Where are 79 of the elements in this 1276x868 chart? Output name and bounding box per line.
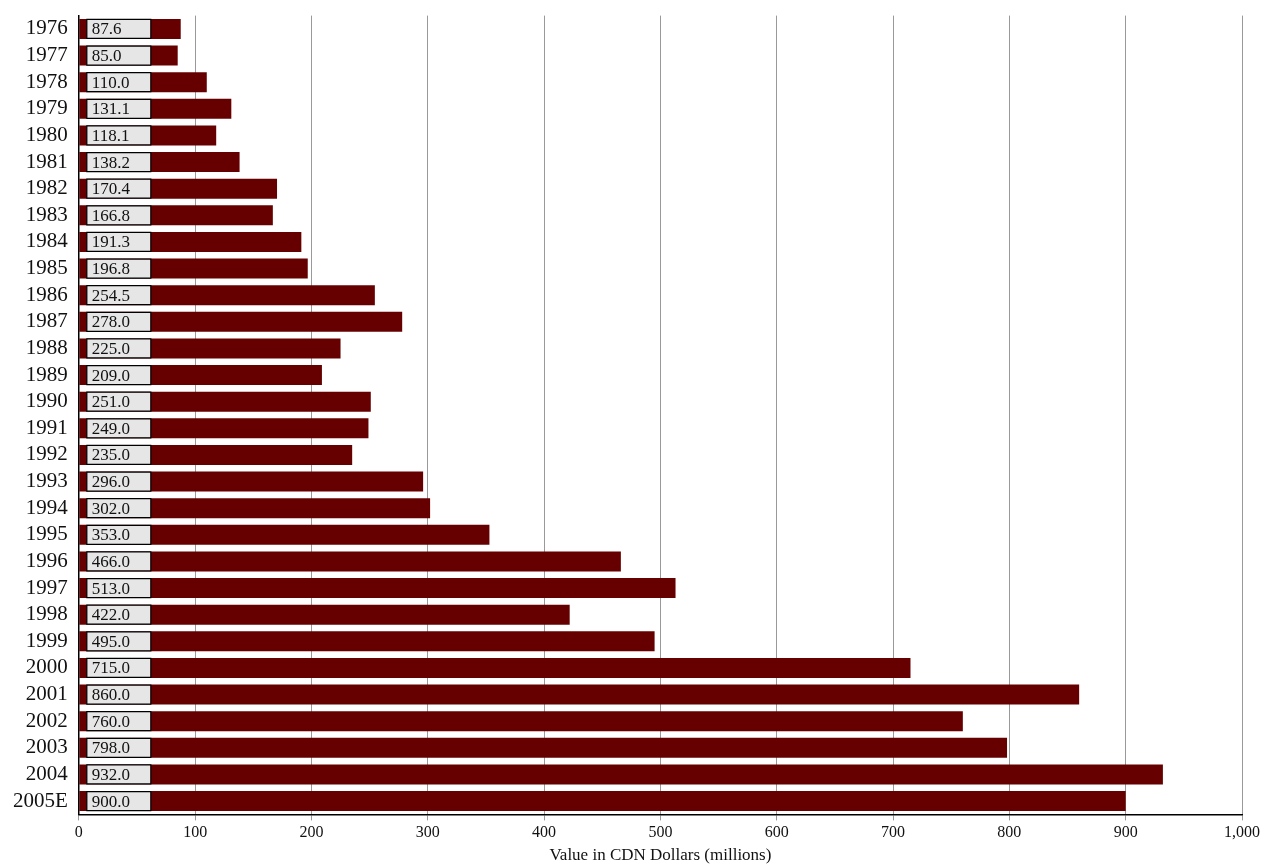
data-label: 932.0 [91, 764, 131, 784]
y-tick-label: 1977 [25, 42, 68, 67]
x-tick-label: 0 [74, 823, 83, 841]
data-label: 166.8 [91, 205, 131, 225]
data-label: 422.0 [91, 605, 131, 625]
data-label: 254.5 [91, 285, 131, 305]
y-tick-label: 1988 [25, 334, 68, 359]
data-label: 715.0 [91, 658, 131, 678]
bar [79, 657, 911, 678]
y-tick-label: 1991 [25, 414, 68, 439]
y-tick-label: 1984 [25, 228, 69, 253]
y-tick-label: 1993 [25, 468, 68, 493]
y-tick-label: 2002 [25, 707, 68, 732]
y-tick-label: 2005E [13, 787, 68, 812]
y-tick-label: 1995 [25, 521, 68, 546]
data-label: 209.0 [91, 365, 131, 385]
bar [79, 791, 1126, 812]
y-tick-label: 2000 [25, 654, 68, 679]
bar [79, 764, 1163, 785]
y-tick-label: 1997 [25, 574, 68, 599]
data-label: 85.0 [91, 46, 122, 66]
bar [79, 737, 1008, 758]
y-tick-label: 1987 [25, 308, 68, 333]
bar [79, 604, 570, 625]
data-label: 860.0 [91, 685, 131, 705]
x-tick-label: 100 [183, 823, 208, 841]
data-label: 225.0 [91, 338, 131, 358]
y-tick-label: 1986 [25, 281, 68, 306]
data-label: 302.0 [91, 498, 131, 518]
y-tick-label: 2003 [25, 734, 68, 759]
x-tick-label: 400 [532, 823, 557, 841]
y-tick-label: 1999 [25, 627, 68, 652]
data-label: 87.6 [91, 19, 122, 39]
data-label: 110.0 [91, 72, 130, 92]
data-label: 278.0 [91, 312, 131, 332]
y-tick-label: 1998 [25, 601, 68, 626]
y-tick-label: 1994 [25, 494, 69, 519]
data-label: 138.2 [91, 152, 131, 172]
y-tick-label: 1982 [25, 175, 68, 200]
data-label: 249.0 [91, 418, 131, 438]
data-label: 760.0 [91, 711, 131, 731]
data-label: 296.0 [91, 472, 131, 492]
y-tick-label: 1980 [25, 121, 68, 146]
data-label: 251.0 [91, 392, 131, 412]
x-tick-label: 700 [881, 823, 906, 841]
y-tick-label: 1979 [25, 95, 68, 120]
y-tick-label: 1985 [25, 255, 68, 280]
data-label: 191.3 [91, 232, 131, 252]
y-tick-label: 1978 [25, 68, 68, 93]
y-tick-label: 1983 [25, 201, 68, 226]
x-axis-title: Value in CDN Dollars (millions) [549, 845, 772, 865]
x-tick-label: 500 [648, 823, 673, 841]
x-tick-label: 900 [1113, 823, 1138, 841]
data-label: 170.4 [91, 179, 131, 199]
data-label: 513.0 [91, 578, 131, 598]
data-label: 353.0 [91, 525, 131, 545]
y-tick-label: 1990 [25, 388, 68, 413]
x-tick-label: 600 [764, 823, 789, 841]
y-tick-label: 1981 [25, 148, 68, 173]
y-tick-label: 1989 [25, 361, 68, 386]
data-label: 798.0 [91, 738, 131, 758]
data-label: 118.1 [91, 125, 130, 145]
data-label: 495.0 [91, 631, 131, 651]
data-label: 235.0 [91, 445, 131, 465]
bar [79, 684, 1080, 705]
x-tick-label: 1,000 [1224, 823, 1260, 841]
bar [79, 711, 963, 732]
x-tick-label: 300 [415, 823, 440, 841]
x-tick-label: 200 [299, 823, 324, 841]
y-tick-label: 1992 [25, 441, 68, 466]
x-tick-label: 800 [997, 823, 1022, 841]
data-label: 466.0 [91, 551, 131, 571]
data-label: 131.1 [91, 99, 131, 119]
y-tick-label: 1996 [25, 547, 68, 572]
y-tick-label: 2001 [25, 681, 68, 706]
y-tick-label: 2004 [25, 760, 69, 785]
data-label: 196.8 [91, 259, 131, 279]
y-tick-label: 1976 [25, 15, 68, 40]
data-label: 900.0 [91, 791, 131, 811]
